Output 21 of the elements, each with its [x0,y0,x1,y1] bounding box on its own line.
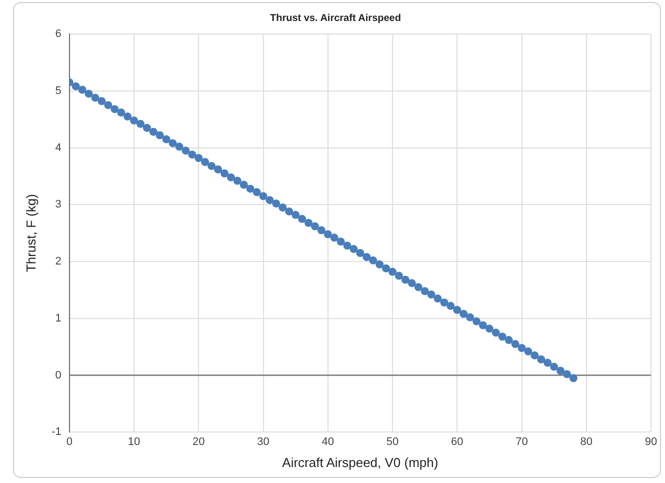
y-tick-label: -1 [52,426,62,438]
x-tick-label: 20 [192,436,205,448]
x-tick-label: 10 [128,436,140,448]
x-tick-label: 90 [644,436,658,448]
x-tick-label: 40 [322,436,334,448]
y-tick-label: 3 [55,198,62,211]
x-tick-label: 0 [66,436,72,448]
y-axis-title: Thrust, F (kg) [23,194,38,272]
y-tick-label: 2 [55,256,62,268]
x-tick-label: 30 [257,436,270,448]
chart-title: Thrust vs. Aircraft Airspeed [270,12,401,24]
y-tick-label: 4 [55,142,62,154]
x-tick-label: 80 [580,436,592,448]
x-axis-title: Aircraft Airspeed, V0 (mph) [282,454,438,470]
y-tick-label: 0 [55,369,62,382]
x-tick-label: 70 [516,436,528,448]
x-tick-label: 60 [451,436,464,448]
y-tick-label: 1 [55,312,62,324]
y-tick-label: 5 [55,84,62,97]
y-tick-label: 6 [55,28,62,40]
x-tick-label: 50 [386,436,399,448]
